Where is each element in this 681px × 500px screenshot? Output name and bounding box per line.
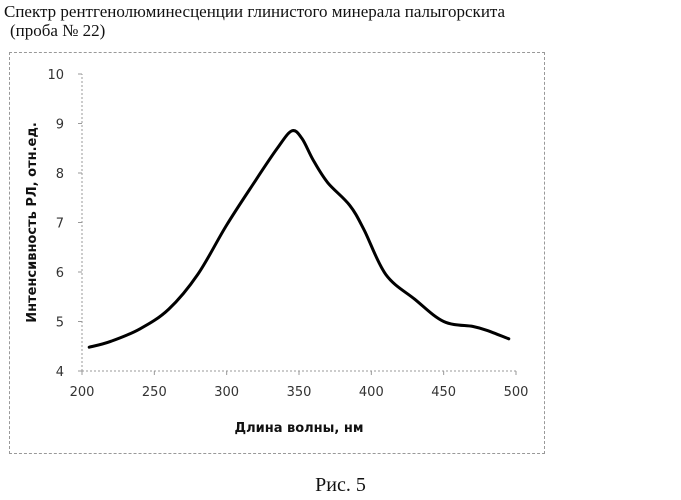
- x-tick-label: 400: [359, 385, 384, 400]
- series-line: [89, 131, 509, 348]
- x-tick-label: 300: [214, 385, 239, 400]
- y-tick-label: 7: [56, 217, 64, 232]
- x-tick-label: 250: [142, 385, 167, 400]
- y-tick-label: 8: [56, 167, 64, 182]
- x-tick-label: 500: [504, 385, 529, 400]
- figure-caption: Рис. 5: [0, 474, 681, 497]
- chart-ticks: 200 250 300 350 400 450 500 4 5 6 7 8 9 10: [47, 68, 528, 400]
- x-axis-title: Длина волны, нм: [235, 421, 364, 436]
- x-tick-label: 200: [70, 385, 95, 400]
- y-axis-title: Интенсивность РЛ, отн.ед.: [25, 122, 40, 323]
- y-tick-label: 10: [47, 68, 64, 83]
- y-tick-label: 6: [56, 266, 64, 281]
- y-tick-label: 5: [56, 316, 64, 331]
- chart-plot: [89, 131, 509, 348]
- y-tick-label: 9: [56, 118, 64, 133]
- y-tick-label: 4: [56, 365, 64, 380]
- x-tick-label: 450: [431, 385, 456, 400]
- x-tick-label: 350: [287, 385, 312, 400]
